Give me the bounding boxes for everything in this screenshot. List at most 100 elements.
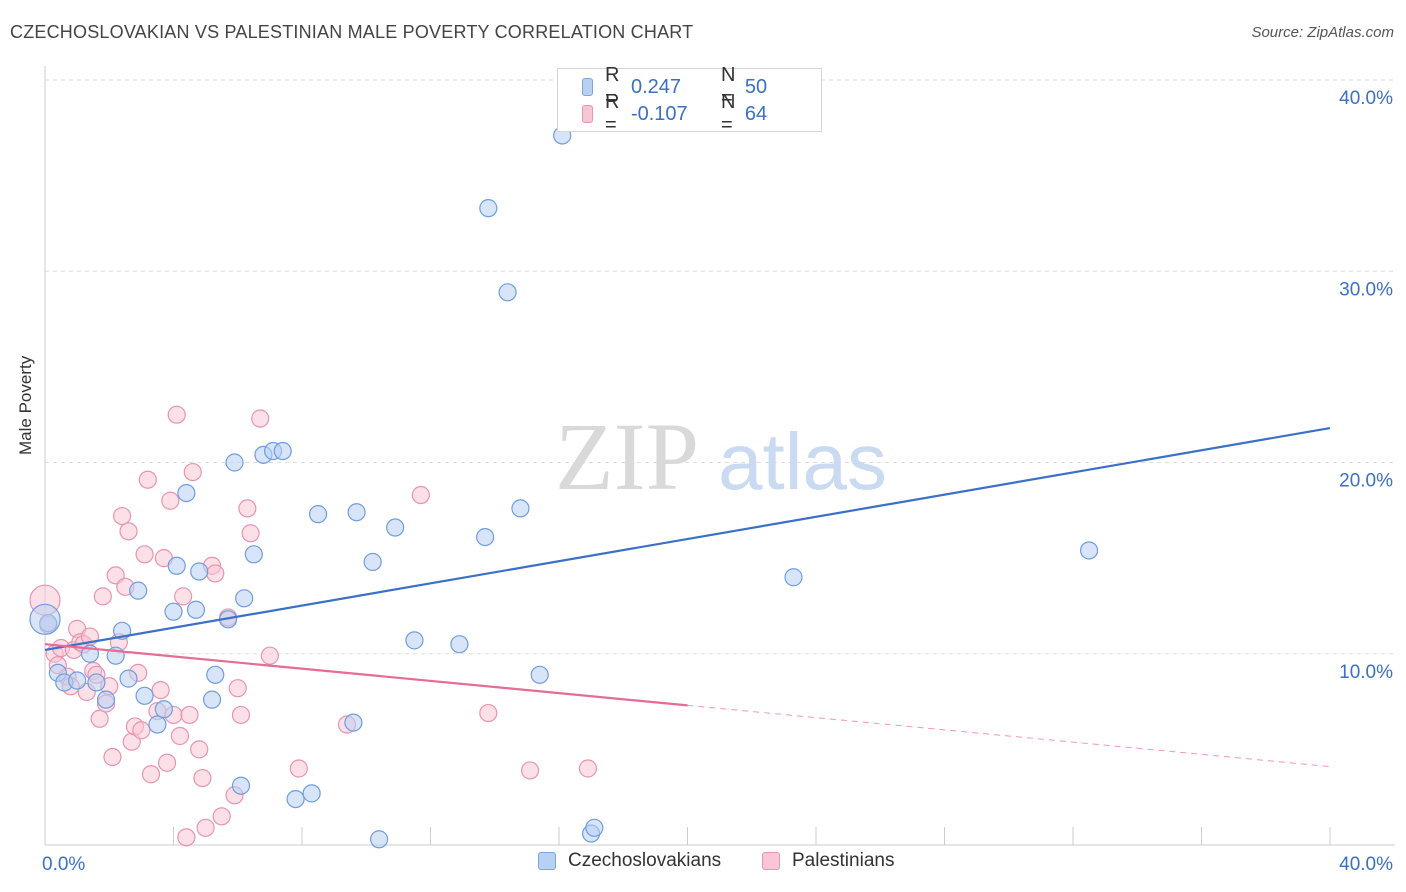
czechoslovakian-point	[347, 503, 366, 522]
palestinian-point	[93, 587, 112, 606]
czechoslovakian-point	[186, 600, 206, 619]
correlation-legend: R = 0.247 N = 50 R = -0.107 N = 64	[557, 64, 822, 136]
palestinian-point	[479, 703, 498, 723]
czechoslovakian-point	[68, 671, 87, 690]
palestinian-point	[103, 747, 122, 767]
czechoslovakian-point	[344, 713, 363, 732]
palestinian-point	[251, 409, 270, 428]
n-value: 64	[744, 102, 768, 125]
palestinian-point	[119, 522, 138, 541]
czechoslovakian-point	[235, 589, 254, 608]
czechoslovakian-point	[479, 199, 498, 218]
czechoslovakian-point	[363, 552, 382, 572]
czechoslovakian-point	[302, 784, 321, 803]
y-tick-label: 30.0%	[1339, 279, 1393, 300]
legend-item-czechoslovakians[interactable]: Czechoslovakians	[538, 850, 721, 872]
czechoslovakian-trend-line	[44, 426, 1331, 652]
grid-lines	[45, 79, 1395, 655]
palestinian-point	[161, 491, 180, 510]
czechoslovakian-point	[87, 673, 106, 692]
x-tick-label: 40.0%	[1339, 854, 1393, 875]
legend-label: Palestinians	[792, 850, 895, 871]
palestinian-point	[196, 818, 215, 837]
palestinian-point	[180, 705, 199, 725]
czechoslovakian-point	[308, 505, 328, 524]
czechoslovakian-point	[511, 499, 530, 518]
czechoslovakian-point	[530, 665, 549, 684]
czechoslovakian-point	[96, 690, 116, 709]
czechoslovakian-point	[386, 518, 405, 537]
palestinian-point	[177, 828, 196, 847]
watermark-atlas: atlas	[718, 417, 887, 506]
legend-label: Czechoslovakians	[568, 850, 722, 871]
czechoslovakian-point	[498, 283, 517, 302]
chart-title: CZECHOSLOVAKIAN VS PALESTINIAN MALE POVE…	[10, 22, 694, 42]
palestinian-point	[238, 499, 257, 518]
czechoslovakian-point	[476, 527, 495, 547]
czechoslovakian-point	[273, 441, 292, 461]
czechoslovakian-point	[129, 581, 148, 600]
palestinian-point	[135, 545, 154, 564]
palestinian-point	[112, 506, 132, 526]
trend-lines	[44, 426, 1331, 768]
palestinian-point	[411, 485, 430, 505]
tick-labels: 10.0% 20.0% 30.0% 40.0% 0.0% 40.0%	[42, 88, 1393, 875]
czechoslovakian-point	[1079, 541, 1099, 560]
czechoslovakian-point	[784, 568, 803, 587]
pink-swatch	[762, 852, 780, 870]
czechoslovakian-point	[167, 556, 186, 575]
palestinian-point	[151, 680, 170, 700]
n-value: 50	[744, 75, 768, 98]
r-label: R =	[605, 64, 620, 109]
r-value: -0.107	[630, 102, 688, 125]
palestinian-point	[578, 759, 598, 778]
n-label: N =	[720, 64, 736, 109]
czechoslovakian-points	[29, 126, 1099, 849]
r-label: R =	[605, 91, 620, 136]
czechoslovakian-point	[135, 686, 154, 705]
palestinian-point	[170, 726, 190, 746]
palestinian-point	[190, 740, 209, 759]
axes	[44, 66, 1395, 846]
czechoslovakian-point	[148, 715, 167, 734]
palestinian-point	[157, 753, 177, 772]
y-tick-label: 10.0%	[1339, 662, 1393, 683]
palestinian-point	[228, 679, 247, 698]
czechoslovakian-point	[286, 789, 305, 809]
watermark-zip: ZIP	[555, 403, 699, 510]
czechoslovakian-point	[450, 635, 469, 654]
palestinian-point	[260, 646, 279, 665]
palestinian-point	[141, 765, 161, 784]
palestinian-point	[174, 587, 193, 606]
r-value: 0.247	[630, 75, 682, 98]
czechoslovakian-point	[370, 830, 389, 849]
legend-row-palestinians: R = -0.107 N = 64	[582, 91, 827, 136]
czechoslovakian-point	[177, 484, 196, 503]
czechoslovakian-point	[202, 690, 222, 709]
czechoslovakian-point	[29, 603, 61, 635]
n-label: N =	[720, 91, 736, 136]
legend-row-czechoslovakians: R = 0.247 N = 50	[582, 64, 827, 109]
y-axis-label: Male Poverty	[16, 355, 35, 455]
czechoslovakian-point	[244, 545, 263, 564]
watermark: ZIP atlas	[555, 403, 887, 510]
czechoslovakian-point	[206, 665, 225, 684]
czechoslovakian-point	[585, 818, 604, 837]
czechoslovakian-point	[164, 602, 183, 621]
pink-swatch	[582, 105, 594, 123]
blue-swatch	[538, 852, 556, 870]
palestinian-point	[241, 524, 260, 543]
palestinian-trend-extension	[687, 704, 1331, 768]
y-tick-label: 40.0%	[1339, 88, 1393, 109]
x-tick-label: 0.0%	[42, 854, 85, 875]
palestinian-point	[520, 761, 540, 780]
palestinian-point	[231, 705, 251, 725]
y-tick-label: 20.0%	[1339, 471, 1393, 492]
legend-item-palestinians[interactable]: Palestinians	[762, 850, 894, 872]
palestinian-point	[289, 759, 308, 778]
source-label: Source: ZipAtlas.com	[1251, 24, 1394, 41]
blue-swatch	[582, 78, 594, 96]
palestinian-point	[90, 709, 109, 728]
palestinian-trend-line	[44, 643, 688, 707]
